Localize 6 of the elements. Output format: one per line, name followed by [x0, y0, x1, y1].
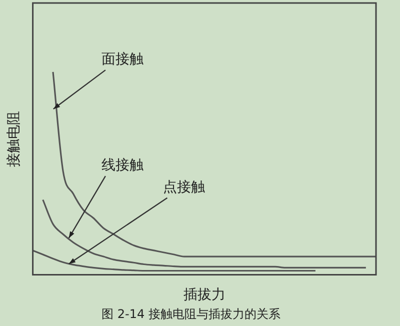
text: 图 2-14 接触电阻与插拔力的关系 — [102, 306, 280, 321]
text: 面接触 — [101, 52, 144, 68]
text: 线接触 — [101, 158, 144, 174]
y-axis-title: 接触电阻 — [6, 110, 22, 167]
x-axis-title: 插拔力 — [183, 286, 226, 303]
text: 点接触 — [163, 179, 206, 196]
